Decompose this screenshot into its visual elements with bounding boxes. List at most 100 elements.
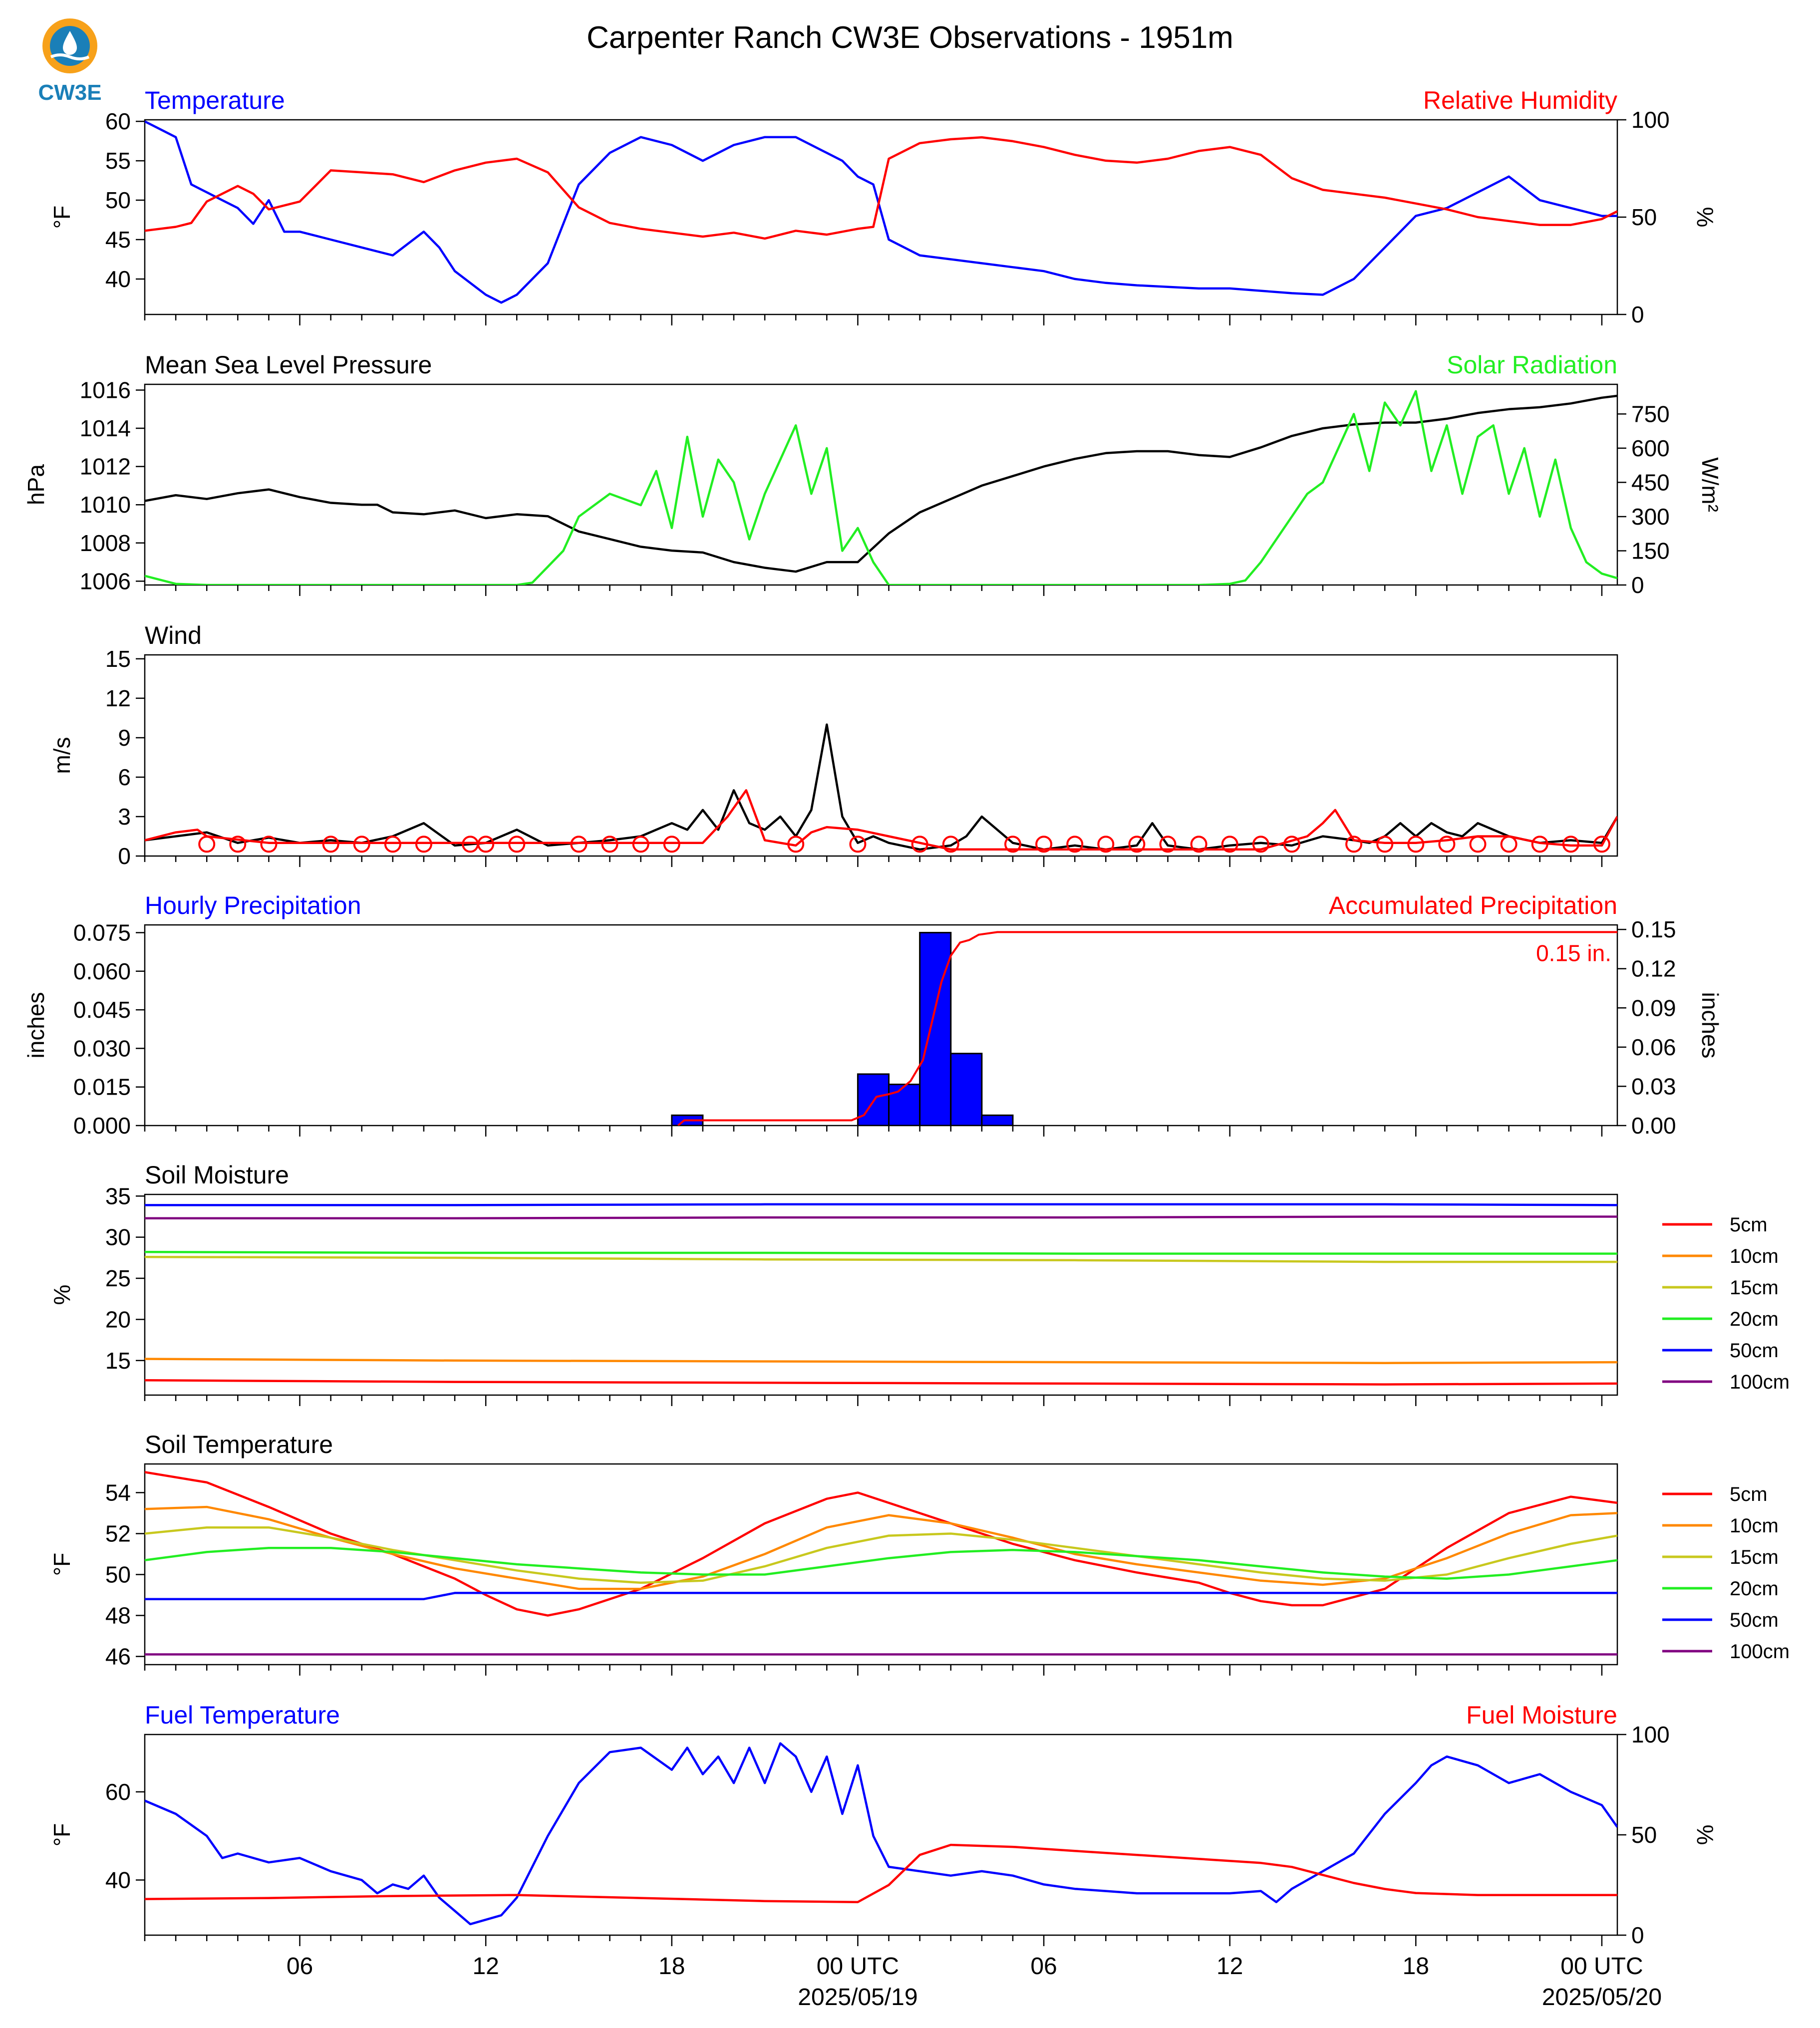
temperature-rh-ytick-label: 40: [105, 266, 131, 292]
fuel-right-title: Fuel Moisture: [1466, 1701, 1617, 1729]
precipitation-bar: [919, 931, 952, 1126]
temperature-rh-ytick-label: 60: [105, 108, 131, 134]
pressure-solar-ytick-label: 1006: [80, 568, 131, 594]
precipitation-bar: [950, 1053, 983, 1126]
pressure-solar-series-line: [145, 390, 1617, 585]
wind-calm-circle: [1066, 836, 1084, 853]
temperature-rh-series-line: [145, 120, 1617, 304]
soil-temperature-series-line: [145, 1471, 1617, 1617]
logo-wave: [50, 53, 90, 60]
temperature-rh-ylabel-right: %: [1692, 207, 1718, 228]
precipitation-ytick-right-label: 0.00: [1631, 1113, 1676, 1139]
soil-temperature-frame: [144, 1463, 1618, 1666]
soil-moisture-legend-label: 15cm: [1730, 1277, 1779, 1299]
wind-calm-circle: [849, 836, 867, 853]
wind-calm-circle: [1438, 836, 1456, 853]
wind-calm-circle: [1221, 836, 1238, 853]
time-tick-label: 18: [1403, 1953, 1429, 1980]
precipitation-total-label: 0.15 in.: [1536, 940, 1611, 966]
wind-ytick-label: 6: [118, 764, 131, 790]
precipitation-ytick-label: 0.045: [73, 997, 131, 1023]
wind-calm-circle: [570, 836, 588, 853]
precipitation-ytick-right-label: 0.12: [1631, 956, 1676, 982]
soil-moisture-legend-label: 50cm: [1730, 1340, 1779, 1362]
soil-moisture-legend-label: 5cm: [1730, 1214, 1768, 1236]
wind-plot-area: [145, 723, 1617, 853]
soil-temperature-ytick-label: 46: [105, 1644, 131, 1670]
wind-calm-circle: [1128, 836, 1146, 853]
soil-moisture-legend-label: 10cm: [1730, 1245, 1779, 1267]
panel-soil-moisture: Soil Moisture 15 20 25 30 35% 5cm 10cm 15cm 20cm 5…: [49, 1161, 1790, 1406]
logo-text: CW3E: [38, 80, 101, 105]
pressure-solar-frame: [144, 383, 1618, 586]
wind-calm-circle: [1345, 836, 1363, 853]
time-tick-label: 12: [472, 1953, 499, 1980]
temperature-rh-ytick-label: 55: [105, 148, 131, 174]
soil-temperature-legend-label: 20cm: [1730, 1578, 1779, 1600]
wind-calm-circle: [1190, 836, 1208, 853]
cw3e-logo-icon: CW3E: [38, 18, 102, 105]
fuel-frame: [144, 1734, 1618, 1936]
pressure-solar-plot-area: [145, 390, 1617, 585]
soil-moisture-left-title: Soil Moisture: [145, 1161, 289, 1189]
soil-moisture-ytick-label: 25: [105, 1265, 131, 1291]
soil-temperature-ytick-label: 48: [105, 1603, 131, 1629]
precipitation-right-title: Accumulated Precipitation: [1329, 891, 1617, 919]
wind-calm-circle: [353, 836, 370, 853]
wind-calm-circle: [508, 836, 526, 853]
fuel-series-line: [145, 1843, 1617, 1903]
wind-frame: [144, 654, 1618, 857]
soil-moisture-series-line: [145, 1203, 1617, 1206]
temperature-rh-ytick-label: 50: [105, 187, 131, 213]
panel-soil-temperature: Soil Temperature 46 48 50 52 54 °F 5cm 10cm 15cm 2…: [49, 1431, 1790, 1676]
time-tick-label: 06: [1030, 1953, 1057, 1980]
wind-ylabel: m/s: [49, 737, 75, 774]
precipitation-ytick-label: 0.030: [73, 1035, 131, 1061]
precipitation-left-title: Hourly Precipitation: [145, 891, 361, 919]
soil-moisture-legend-label: 20cm: [1730, 1308, 1779, 1330]
wind-ytick-label: 12: [105, 685, 131, 711]
wind-calm-circle: [663, 836, 680, 853]
panel-wind: Wind 0 3 6 9 12 15 m/s: [49, 621, 1618, 869]
wind-calm-circle: [1004, 836, 1021, 853]
precipitation-ytick-right-label: 0.03: [1631, 1073, 1676, 1099]
wind-ytick-label: 9: [118, 725, 131, 751]
pressure-solar-ytick-label: 1010: [80, 492, 131, 518]
wind-calm-circle: [601, 836, 618, 853]
soil-moisture-ylabel: %: [49, 1285, 75, 1305]
fuel-ylabel-right: %: [1692, 1825, 1718, 1845]
pressure-solar-ylabel-right: W/m²: [1697, 457, 1723, 512]
time-tick-label: 06: [287, 1953, 313, 1980]
wind-calm-circle: [477, 836, 495, 853]
wind-calm-circle: [911, 836, 928, 853]
soil-temperature-ytick-label: 54: [105, 1479, 131, 1505]
precipitation-ylabel-right: inches: [1697, 992, 1723, 1059]
wind-calm-circle: [229, 836, 247, 853]
soil-temperature-ytick-label: 52: [105, 1520, 131, 1546]
wind-series-line: [145, 723, 1617, 851]
precipitation-ytick-label: 0.000: [73, 1113, 131, 1139]
temperature-rh-ylabel: °F: [49, 206, 75, 229]
panel-precipitation: Hourly Precipitation Accumulated Precipit…: [23, 891, 1723, 1139]
fuel-ytick-label: 60: [105, 1779, 131, 1805]
page-title: Carpenter Ranch CW3E Observations - 1951…: [587, 20, 1233, 55]
soil-temperature-legend-label: 5cm: [1730, 1483, 1768, 1505]
panel-temperature-rh: Temperature Relative Humidity 40 45 50 55 60 °F…: [49, 86, 1718, 327]
fuel-ylabel: °F: [49, 1823, 75, 1847]
temperature-rh-ytick-right-label: 100: [1631, 107, 1670, 133]
temperature-rh-ytick-label: 45: [105, 227, 131, 253]
wind-calm-circle: [1097, 836, 1115, 853]
soil-moisture-series-line: [145, 1215, 1617, 1220]
wind-calm-circle: [1252, 836, 1269, 853]
soil-moisture-frame: [144, 1193, 1618, 1396]
wind-calm-circle: [1500, 836, 1517, 853]
soil-temperature-legend-label: 100cm: [1730, 1641, 1790, 1663]
precipitation-ytick-label: 0.015: [73, 1074, 131, 1100]
precipitation-ytick-label: 0.060: [73, 958, 131, 984]
pressure-solar-ytick-right-label: 450: [1631, 469, 1670, 495]
pressure-solar-ytick-right-label: 0: [1631, 572, 1644, 598]
soil-moisture-series-line: [145, 1379, 1617, 1386]
time-tick-label: 00 UTC: [1560, 1953, 1643, 1980]
pressure-solar-series-line: [145, 394, 1617, 573]
wind-series-line: [145, 789, 1617, 851]
